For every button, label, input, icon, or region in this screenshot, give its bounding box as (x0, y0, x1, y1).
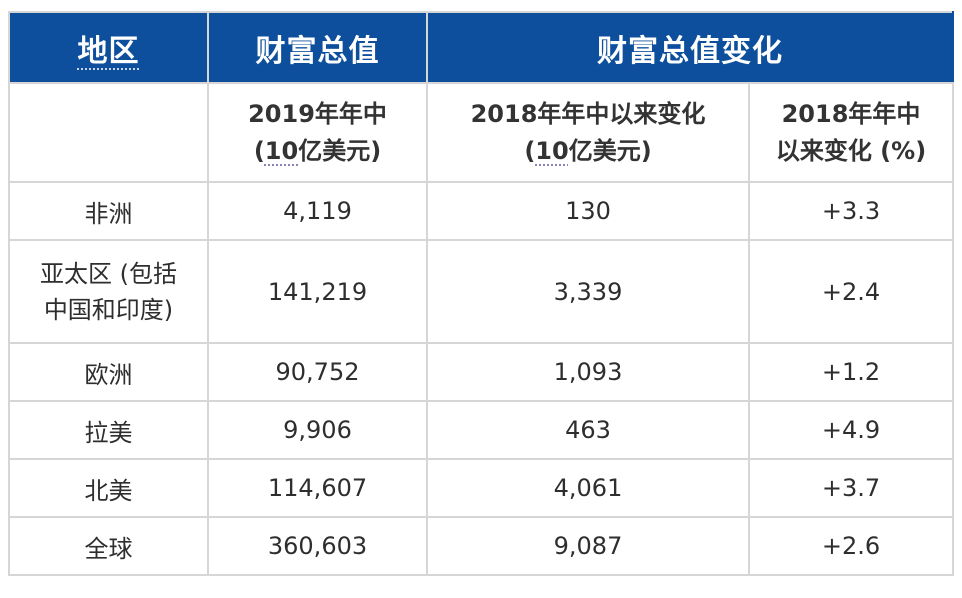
subheader-wealth-2019-line2: (10亿美元) (215, 133, 420, 170)
table-header-row: 地区 财富总值 财富总值变化 (8, 11, 954, 84)
subheader-change-pct-line2: 以来变化 (%) (775, 136, 927, 165)
subheader-change-pct-line1: 2018年年中 (781, 99, 921, 128)
wealth-cell: 9,906 (207, 400, 428, 460)
subheader-change-abs-line1: 2018年年中以来变化 (470, 99, 706, 128)
subheader-change-abs: 2018年年中以来变化 (10亿美元) (426, 82, 750, 183)
header-wealth: 财富总值 (207, 11, 428, 84)
region-cell: 全球 (8, 516, 209, 576)
region-name-line2: 中国和印度) (43, 295, 174, 324)
change-abs-cell: 9,087 (426, 516, 750, 576)
change-pct-cell: +2.4 (748, 239, 954, 344)
region-name: 北美 (84, 476, 133, 505)
region-name: 全球 (84, 534, 133, 563)
unit-number: 10 (264, 136, 299, 165)
wealth-cell: 114,607 (207, 458, 428, 518)
unit-text: 亿美元) (568, 136, 652, 165)
change-abs-cell: 463 (426, 400, 750, 460)
change-abs-cell: 130 (426, 181, 750, 241)
wealth-cell: 141,219 (207, 239, 428, 344)
unit-number: 10 (535, 136, 569, 165)
subheader-change-pct: 2018年年中 以来变化 (%) (748, 82, 954, 183)
table-row: 欧洲 90,752 1,093 +1.2 (8, 342, 954, 402)
header-region-label: 地区 (77, 33, 140, 69)
paren-open: ( (524, 136, 536, 165)
change-pct-cell: +3.7 (748, 458, 954, 518)
region-cell: 欧洲 (8, 342, 209, 402)
change-pct-cell: +1.2 (748, 342, 954, 402)
region-name: 欧洲 (84, 360, 133, 389)
region-cell: 北美 (8, 458, 209, 518)
subheader-wealth-2019: 2019年年中 (10亿美元) (207, 82, 428, 183)
wealth-table-container: 地区 财富总值 财富总值变化 2019年年中 (10亿美元) 2018年年中以来… (8, 11, 954, 585)
subheader-empty-cell (8, 82, 209, 183)
region-name: 拉美 (84, 418, 133, 447)
region-name-line1: 亚太区 (包括 (40, 259, 177, 288)
table-row: 亚太区 (包括 中国和印度) 141,219 3,339 +2.4 (8, 239, 954, 344)
change-abs-cell: 1,093 (426, 342, 750, 402)
region-name: 非洲 (84, 199, 133, 228)
region-cell: 亚太区 (包括 中国和印度) (8, 239, 209, 344)
subheader-change-abs-line2: (10亿美元) (434, 133, 742, 170)
table-subheader-row: 2019年年中 (10亿美元) 2018年年中以来变化 (10亿美元) 2018… (8, 82, 954, 183)
change-pct-cell: +4.9 (748, 400, 954, 460)
table-row: 北美 114,607 4,061 +3.7 (8, 458, 954, 518)
region-cell: 拉美 (8, 400, 209, 460)
header-region: 地区 (8, 11, 209, 84)
table-row: 拉美 9,906 463 +4.9 (8, 400, 954, 460)
wealth-cell: 4,119 (207, 181, 428, 241)
change-abs-cell: 3,339 (426, 239, 750, 344)
change-pct-cell: +2.6 (748, 516, 954, 576)
table-row: 全球 360,603 9,087 +2.6 (8, 516, 954, 576)
header-wealth-change: 财富总值变化 (426, 11, 954, 84)
unit-text: 亿美元) (298, 136, 382, 165)
wealth-table: 地区 财富总值 财富总值变化 2019年年中 (10亿美元) 2018年年中以来… (8, 11, 954, 576)
change-pct-cell: +3.3 (748, 181, 954, 241)
subheader-wealth-2019-line1: 2019年年中 (248, 99, 387, 128)
region-cell: 非洲 (8, 181, 209, 241)
wealth-cell: 90,752 (207, 342, 428, 402)
change-abs-cell: 4,061 (426, 458, 750, 518)
paren-open: ( (253, 136, 265, 165)
wealth-cell: 360,603 (207, 516, 428, 576)
table-row: 非洲 4,119 130 +3.3 (8, 181, 954, 241)
